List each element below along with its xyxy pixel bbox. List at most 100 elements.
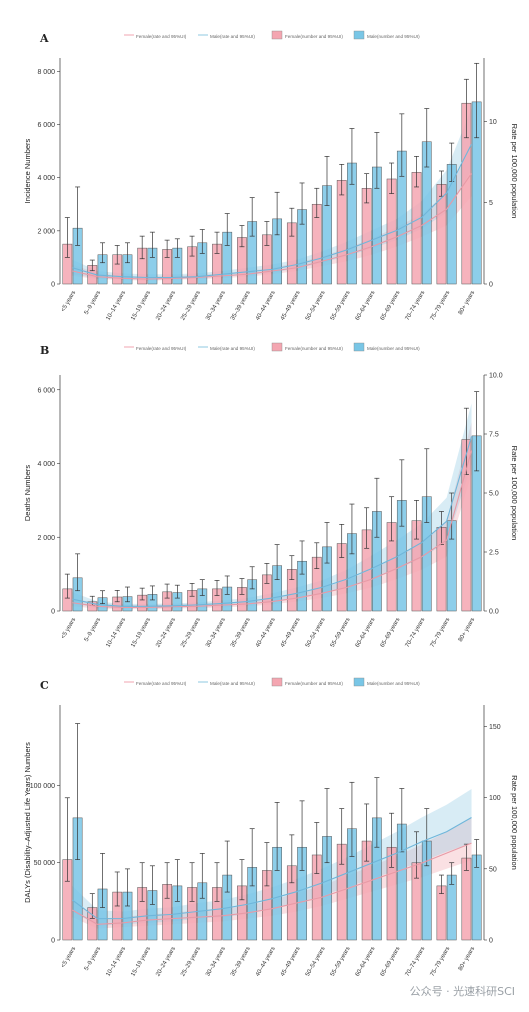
- legend-female-rate: Female(rate and 95%UI): [136, 681, 187, 686]
- y-tick-label: 0: [51, 282, 55, 289]
- y2-tick-label: 0: [489, 282, 493, 289]
- x-tick-label: 10–14 years: [105, 946, 127, 978]
- x-tick-label: 10–14 years: [105, 617, 127, 649]
- panel-b: B Female(rate and 95%UI) Male(rate and 95%…: [23, 343, 519, 649]
- legend-female-number: Female(number and 95%UI): [285, 34, 343, 39]
- y2-tick-label: 10: [489, 119, 497, 126]
- x-tick-label: 5–9 years: [84, 617, 102, 643]
- y2-tick-label: 150: [489, 724, 501, 731]
- y2-tick-label: 0: [489, 938, 493, 945]
- legend-male-number: Male(number and 95%UI): [367, 681, 420, 686]
- x-tick-label: <5 years: [60, 290, 77, 313]
- x-tick-label: 80+ years: [458, 617, 476, 643]
- y-tick-label: 0: [51, 938, 55, 945]
- y2-tick-label: 7.5: [489, 432, 499, 439]
- x-tick-label: 70–74 years: [405, 617, 427, 649]
- x-tick-label: 70–74 years: [405, 290, 427, 322]
- x-tick-label: 20–24 years: [155, 946, 177, 978]
- x-tick-label: 15–19 years: [130, 946, 152, 978]
- x-tick-label: 30–34 years: [205, 290, 227, 322]
- y-tick-label: 4 000: [37, 175, 55, 182]
- x-tick-label: 10–14 years: [105, 290, 127, 322]
- x-tick-label: 60–64 years: [355, 946, 377, 978]
- legend-male-number: Male(number and 95%UI): [367, 34, 420, 39]
- x-tick-label: 65–69 years: [380, 946, 402, 978]
- watermark-text: 公众号 · 光速科研SCI: [410, 983, 515, 999]
- female-number-bar: [337, 180, 346, 284]
- y2-axis-title: Rate per 100,000 population: [510, 124, 519, 219]
- y-tick-label: 6 000: [37, 387, 55, 394]
- y-tick-label: 100 000: [30, 783, 55, 790]
- y2-tick-label: 0.0: [489, 609, 499, 616]
- y2-axis-title: Rate per 100,000 population: [510, 446, 519, 541]
- x-tick-label: 55–59 years: [330, 617, 352, 649]
- x-tick-label: 65–69 years: [380, 617, 402, 649]
- male-number-bar: [472, 855, 481, 940]
- y-tick-label: 6 000: [37, 122, 55, 129]
- x-tick-label: 55–59 years: [330, 946, 352, 978]
- y-tick-label: 2 000: [37, 535, 55, 542]
- x-tick-label: 15–19 years: [130, 290, 152, 322]
- legend-male-rate: Male(rate and 95%UI): [210, 681, 255, 686]
- female-number-bar: [437, 886, 446, 940]
- x-tick-label: 50–54 years: [305, 617, 327, 649]
- legend: Female(rate and 95%UI) Male(rate and 95%U…: [124, 678, 420, 686]
- legend-female-number: Female(number and 95%UI): [285, 681, 343, 686]
- panel-label: A: [39, 32, 49, 45]
- legend-male-number-swatch: [354, 31, 364, 39]
- panel-label: B: [40, 344, 49, 357]
- x-tick-label: <5 years: [60, 946, 77, 969]
- panel-label: C: [40, 679, 49, 692]
- y-tick-label: 0: [51, 609, 55, 616]
- x-tick-label: 45–49 years: [280, 946, 302, 978]
- x-tick-label: 25–29 years: [180, 946, 202, 978]
- legend-male-rate: Male(rate and 95%UI): [210, 34, 255, 39]
- x-tick-label: 55–59 years: [330, 290, 352, 322]
- legend-male-rate: Male(rate and 95%UI): [210, 346, 255, 351]
- x-tick-label: 40–44 years: [255, 290, 277, 322]
- y2-tick-label: 5.0: [489, 491, 499, 498]
- y-axis-title: DALYs (Disability–Adjusted Life Years) N…: [23, 742, 32, 903]
- x-tick-label: 20–24 years: [155, 617, 177, 649]
- legend-male-number: Male(number and 95%UI): [367, 346, 420, 351]
- x-tick-label: 25–29 years: [180, 290, 202, 322]
- x-tick-label: 20–24 years: [155, 290, 177, 322]
- y-tick-label: 8 000: [37, 69, 55, 76]
- x-tick-label: 30–34 years: [205, 946, 227, 978]
- panel-c: C Female(rate and 95%UI) Male(rate and 95%…: [23, 678, 519, 978]
- x-tick-label: 40–44 years: [255, 617, 277, 649]
- legend-female-number-swatch: [272, 31, 282, 39]
- y-tick-label: 50 000: [34, 860, 56, 867]
- x-tick-label: 50–54 years: [305, 946, 327, 978]
- x-tick-label: 80+ years: [458, 946, 476, 972]
- legend-female-number: Female(number and 95%UI): [285, 346, 343, 351]
- y2-tick-label: 10.0: [489, 373, 503, 380]
- y-axis-title: Incidence Numbers: [23, 138, 32, 203]
- y-axis-title: Deaths Numbers: [23, 465, 32, 522]
- legend-female-rate: Female(rate and 95%UI): [136, 34, 187, 39]
- x-tick-label: 65–69 years: [380, 290, 402, 322]
- x-tick-label: 30–34 years: [205, 617, 227, 649]
- legend-female-number-swatch: [272, 343, 282, 351]
- y2-tick-label: 2.5: [489, 550, 499, 557]
- x-tick-label: 5–9 years: [84, 290, 102, 316]
- x-tick-label: 75–79 years: [430, 290, 452, 322]
- x-tick-label: 80+ years: [458, 290, 476, 316]
- x-tick-label: 45–49 years: [280, 617, 302, 649]
- y2-axis-title: Rate per 100,000 population: [510, 775, 519, 870]
- panel-a: A Female(rate and 95%UI) Male(rate and 95%…: [23, 31, 519, 322]
- y2-tick-label: 100: [489, 795, 501, 802]
- y2-tick-label: 5: [489, 200, 493, 207]
- legend-female-rate: Female(rate and 95%UI): [136, 346, 187, 351]
- legend-male-number-swatch: [354, 343, 364, 351]
- x-tick-label: 60–64 years: [355, 290, 377, 322]
- x-tick-label: 25–29 years: [180, 617, 202, 649]
- x-tick-label: 75–79 years: [430, 617, 452, 649]
- male-number-bar: [447, 875, 456, 940]
- x-tick-label: 40–44 years: [255, 946, 277, 978]
- x-tick-label: 35–39 years: [230, 290, 252, 322]
- x-tick-label: 35–39 years: [230, 946, 252, 978]
- x-tick-label: 75–79 years: [430, 946, 452, 978]
